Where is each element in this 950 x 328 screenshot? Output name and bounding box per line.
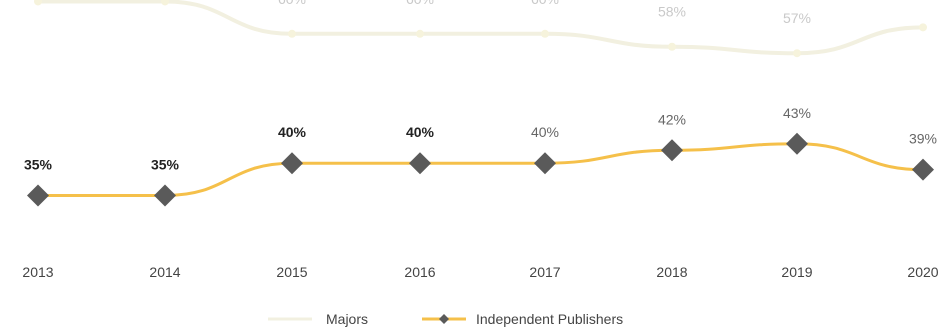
majors-label-2017: 60% [531,0,559,7]
majors-line [38,0,924,56]
legend-indie-marker [439,314,449,324]
independent-publishers-label-2015: 40% [278,124,307,140]
majors-point-2014 [161,0,169,6]
majors-label-2015: 60% [278,0,306,7]
majors-point-2020 [919,23,927,32]
majors-point-2016 [416,29,424,38]
majors-label-2016: 60% [406,0,434,7]
independent-publishers-label-2018: 42% [658,111,686,127]
x-tick-2014: 2014 [149,264,180,280]
independent-publishers-point-2015 [281,152,303,175]
majors-point-2018 [668,42,676,51]
independent-publishers-point-2016 [409,152,431,175]
x-axis: 2013 2014 2015 2016 2017 2018 2019 2020 [22,264,938,280]
independent-publishers-series: 35% 35% 40% 40% 40% 42% 43% 39% [24,105,937,207]
independent-publishers-label-2016: 40% [406,124,435,140]
independent-publishers-point-2019 [786,132,808,155]
independent-publishers-label-2019: 43% [783,105,811,121]
independent-publishers-label-2020: 39% [909,131,937,147]
majors-label-2019: 57% [783,10,811,26]
majors-point-2013 [34,0,42,6]
majors-point-2019 [793,49,801,58]
independent-publishers-point-2020 [912,158,934,181]
independent-publishers-point-2017 [534,152,556,175]
independent-publishers-label-2017: 40% [531,124,559,140]
legend-independent-publishers-label: Independent Publishers [476,311,623,327]
x-tick-2013: 2013 [22,264,53,280]
majors-label-2018: 58% [658,4,686,20]
independent-publishers-point-2018 [661,139,683,162]
independent-publishers-point-2014 [154,184,176,207]
majors-series: 65%65%60%60%60%58%57%61% [34,0,937,58]
independent-publishers-point-2013 [27,184,49,207]
x-tick-2016: 2016 [404,264,435,280]
legend-majors-label: Majors [326,311,368,327]
x-tick-2015: 2015 [276,264,307,280]
x-tick-2018: 2018 [656,264,687,280]
x-tick-2017: 2017 [529,264,560,280]
legend: Majors Independent Publishers [268,311,623,327]
x-tick-2020: 2020 [907,264,938,280]
x-tick-2019: 2019 [781,264,812,280]
majors-point-2017 [541,29,549,38]
majors-point-2015 [288,29,296,38]
independent-publishers-label-2014: 35% [151,157,180,173]
independent-publishers-label-2013: 35% [24,157,53,173]
